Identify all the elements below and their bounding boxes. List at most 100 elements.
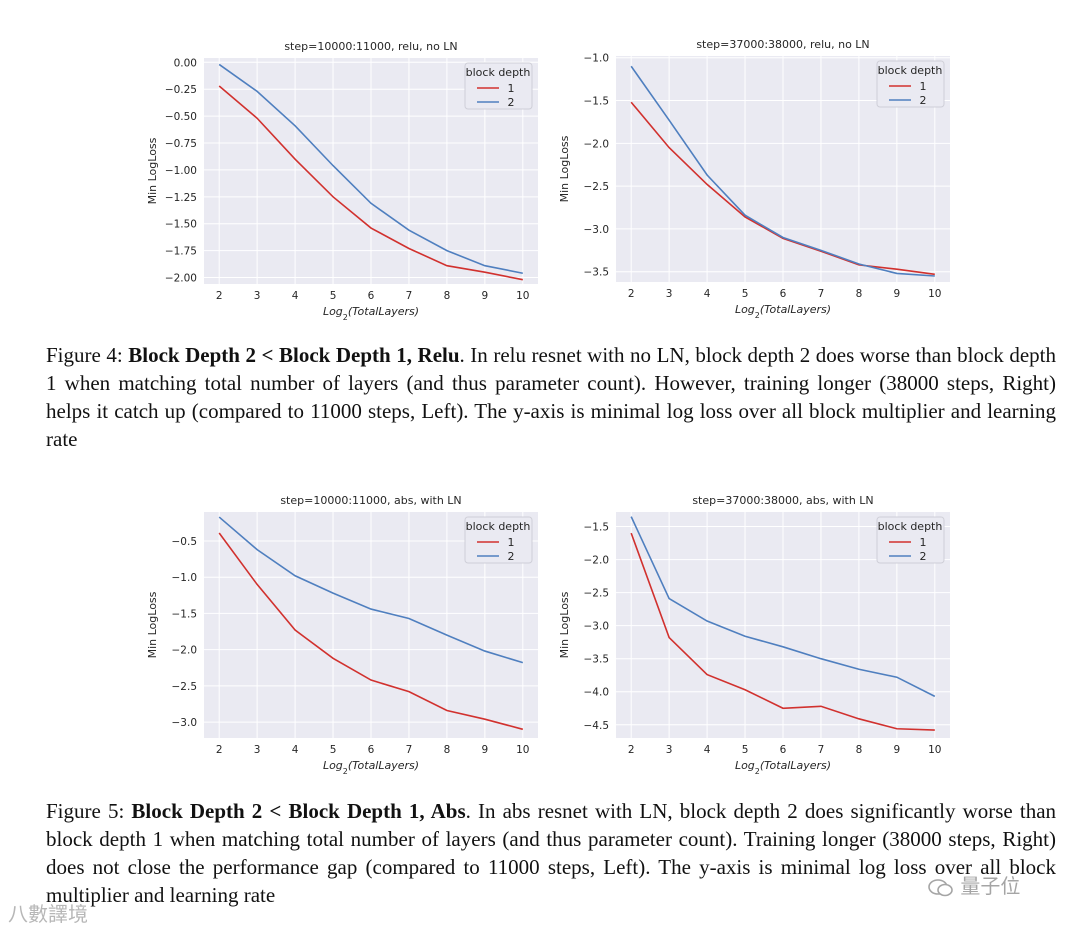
figure-4-caption: Figure 4: Block Depth 2 < Block Depth 1,… (46, 341, 1056, 453)
chart-title: step=37000:38000, abs, with LN (692, 494, 873, 507)
figure-4-prefix: Figure 4: (46, 343, 123, 367)
x-tick-label: 8 (444, 290, 451, 302)
y-tick-label: −3.0 (172, 717, 198, 729)
x-tick-label: 4 (292, 744, 299, 756)
y-tick-label: −1.5 (584, 522, 610, 534)
x-tick-label: 5 (330, 290, 337, 302)
figure-5-prefix: Figure 5: (46, 799, 125, 823)
x-axis-label: Log2(TotalLayers) (323, 305, 419, 322)
x-tick-label: 7 (406, 744, 413, 756)
y-axis-label: Min LogLoss (558, 135, 571, 202)
chart-svg-abs-38000: 2 3 4 5 6 7 8 9 10 −1.5 −2.0 −2.5 −3.0 −3.5 −4.0 −4.5 st… (558, 494, 950, 776)
legend-box (464, 62, 533, 110)
x-tick-label: 8 (856, 744, 863, 756)
legend-label-1: 1 (508, 82, 515, 95)
x-tick-label: 2 (216, 744, 223, 756)
legend-label-2: 2 (920, 94, 927, 107)
x-tick-label: 8 (856, 288, 863, 300)
x-axis-label-sub: 2 (755, 311, 760, 320)
x-tick-label: 3 (254, 744, 261, 756)
x-tick-label: 2 (628, 744, 635, 756)
x-tick-label: 9 (482, 290, 489, 302)
figure-4-bold-title: Block Depth 2 < Block Depth 1, Relu (128, 343, 460, 367)
y-axis-label: Min LogLoss (146, 591, 159, 658)
y-tick-label: −1.5 (584, 96, 610, 108)
legend-title: block depth (466, 520, 531, 533)
x-axis-label-sub: 2 (755, 767, 760, 776)
x-tick-label: 10 (516, 744, 529, 756)
x-axis-label-part: (TotalLayers) (348, 759, 419, 772)
chart-svg-abs-11000: 2 3 4 5 6 7 8 9 10 −0.5 −1.0 −1.5 −2.0 −2.5 −3.0 step=1… (146, 494, 538, 776)
watermark-right-text: 量子位 (960, 874, 1021, 898)
x-tick-label: 8 (444, 744, 451, 756)
y-tick-label: −1.75 (165, 246, 197, 258)
y-tick-label: −1.00 (165, 165, 197, 177)
x-tick-label: 9 (482, 744, 489, 756)
x-tick-label: 4 (704, 744, 711, 756)
x-tick-label: 2 (628, 288, 635, 300)
legend-box (876, 60, 945, 108)
y-tick-label: −4.0 (584, 687, 610, 699)
chart-title: step=10000:11000, relu, no LN (284, 40, 457, 53)
x-axis-label-part: (TotalLayers) (760, 759, 831, 772)
watermark-left: 八數譯境 (8, 898, 88, 927)
y-tick-label: −2.5 (584, 588, 610, 600)
x-axis-label-sub: 2 (343, 313, 348, 322)
x-tick-label: 4 (704, 288, 711, 300)
figure-4-body: . In relu resnet with no LN, block depth… (46, 343, 1056, 451)
series-line-2 (630, 516, 936, 698)
series-line-2 (630, 65, 935, 277)
x-tick-label: 10 (928, 744, 941, 756)
x-tick-label: 9 (894, 744, 901, 756)
y-tick-label: −1.50 (165, 219, 197, 231)
y-tick-label: −2.5 (172, 681, 198, 693)
legend-label-1: 1 (920, 536, 927, 549)
x-axis-label-part: Log (323, 759, 343, 772)
x-tick-label: 5 (330, 744, 337, 756)
x-tick-label: 6 (780, 288, 787, 300)
y-tick-label: −0.75 (165, 138, 197, 150)
x-tick-label: 5 (742, 744, 749, 756)
series-line-1 (630, 532, 935, 731)
x-axis-label: Log2(TotalLayers) (323, 759, 419, 776)
figure-5-bold-title: Block Depth 2 < Block Depth 1, Abs (131, 799, 466, 823)
x-axis-label-part: Log (735, 759, 755, 772)
y-axis-label: Min LogLoss (146, 137, 159, 204)
wechat-icon (928, 878, 954, 898)
x-axis-label-part: Log (323, 305, 343, 318)
y-tick-label: −1.0 (172, 572, 198, 584)
x-tick-label: 6 (780, 744, 787, 756)
series-line-1 (630, 101, 935, 276)
x-tick-label: 7 (818, 288, 825, 300)
y-tick-label: −1.0 (584, 53, 610, 65)
x-axis-label-part: (TotalLayers) (348, 305, 419, 318)
chart-abs-11000: 2 3 4 5 6 7 8 9 10 −0.5 −1.0 −1.5 −2.0 −2.5 −3.0 step=1… (140, 490, 550, 780)
y-tick-label: −3.0 (584, 621, 610, 633)
y-tick-label: −3.0 (584, 224, 610, 236)
legend-box (464, 516, 533, 564)
y-tick-label: −0.50 (165, 111, 197, 123)
x-axis-label-sub: 2 (343, 767, 348, 776)
x-tick-label: 4 (292, 290, 299, 302)
x-tick-label: 10 (928, 288, 941, 300)
x-tick-label: 6 (368, 744, 375, 756)
series-line-2 (218, 63, 523, 275)
y-tick-label: −2.00 (165, 273, 197, 285)
x-tick-label: 2 (216, 290, 223, 302)
chart-abs-38000: 2 3 4 5 6 7 8 9 10 −1.5 −2.0 −2.5 −3.0 −3.5 −4.0 −4.5 st… (552, 490, 962, 780)
legend-label-1: 1 (920, 80, 927, 93)
legend-title: block depth (878, 64, 943, 77)
chart-title: step=37000:38000, relu, no LN (696, 38, 869, 51)
x-tick-label: 7 (818, 744, 825, 756)
series-line-1 (218, 85, 523, 281)
chart-relu-38000: 2 3 4 5 6 7 8 9 10 −1.0 −1.5 −2.0 −2.5 −3.0 −3.5 step=3… (552, 34, 962, 324)
legend-title: block depth (466, 66, 531, 79)
y-tick-label: −2.0 (172, 645, 198, 657)
series-line-2 (218, 516, 524, 664)
series-line-1 (218, 532, 524, 731)
x-tick-label: 7 (406, 290, 413, 302)
y-axis-label: Min LogLoss (558, 591, 571, 658)
legend-label-1: 1 (508, 536, 515, 549)
y-tick-label: −2.0 (584, 555, 610, 567)
y-tick-label: −0.25 (165, 84, 197, 96)
